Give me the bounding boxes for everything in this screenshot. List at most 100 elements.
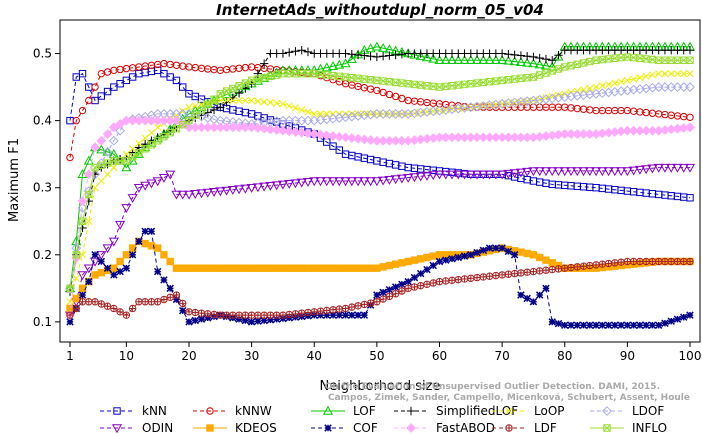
legend-item: kNN [100, 404, 167, 418]
data-point [108, 237, 119, 247]
x-tick-label: 60 [432, 349, 447, 363]
data-point [241, 79, 250, 87]
data-point [542, 256, 550, 264]
data-point [259, 182, 270, 192]
data-point [366, 52, 375, 61]
data-point [686, 56, 694, 64]
data-point [359, 177, 370, 187]
data-point [592, 56, 600, 64]
data-point [440, 170, 451, 180]
data-point [602, 406, 612, 416]
data-point [83, 264, 94, 274]
data-point [378, 52, 388, 61]
data-point [540, 60, 552, 70]
data-point [453, 170, 464, 180]
data-point [479, 246, 488, 255]
data-point [179, 299, 187, 308]
data-point [77, 196, 88, 207]
data-point [254, 112, 262, 120]
data-point [285, 102, 293, 110]
watermark-line-1: Campos, Zimek, Sander, Campello, Micenko… [328, 393, 690, 403]
data-point [302, 177, 314, 187]
data-point [529, 267, 538, 276]
data-point [216, 90, 225, 98]
data-point [91, 251, 99, 259]
data-point [535, 253, 544, 262]
data-point [103, 87, 112, 96]
data-point [103, 68, 112, 76]
data-point [435, 251, 444, 259]
data-point [479, 78, 488, 87]
data-point [617, 53, 625, 62]
data-point [440, 55, 451, 64]
data-point [529, 73, 538, 81]
data-point [304, 308, 312, 317]
data-point [371, 41, 382, 51]
data-point [548, 265, 556, 274]
data-point [592, 321, 600, 329]
data-point [298, 264, 306, 272]
data-point [321, 62, 332, 72]
data-point [210, 95, 218, 103]
data-point [147, 129, 155, 137]
data-point [166, 293, 174, 301]
data-point [346, 133, 357, 143]
data-point [661, 70, 669, 78]
data-point [448, 276, 456, 284]
data-point [222, 311, 231, 319]
data-point [541, 54, 551, 64]
data-point [97, 268, 106, 277]
data-point [522, 52, 532, 61]
data-point [591, 167, 602, 177]
data-point [229, 264, 237, 272]
data-point [271, 181, 282, 191]
data-point [77, 271, 88, 281]
data-point [329, 311, 337, 319]
data-point [91, 271, 99, 279]
data-point [396, 174, 407, 184]
data-point [523, 268, 531, 276]
data-point [673, 257, 682, 266]
data-point [553, 51, 564, 61]
data-point [360, 51, 369, 60]
data-point [385, 261, 394, 270]
data-point [72, 294, 80, 303]
data-point [584, 167, 595, 177]
data-point [235, 311, 243, 319]
data-point [260, 98, 268, 106]
data-point [410, 273, 419, 282]
data-point [103, 264, 112, 272]
data-point [96, 135, 107, 146]
data-point [247, 264, 256, 272]
data-point [435, 278, 444, 286]
data-point [465, 170, 476, 180]
data-point [141, 134, 149, 142]
data-point [246, 184, 257, 193]
legend-label: FastABOD [436, 421, 495, 434]
data-point [113, 407, 121, 415]
data-point [102, 146, 113, 156]
data-point [91, 163, 99, 172]
legend-label: COF [353, 421, 378, 434]
data-point [154, 123, 162, 131]
data-point [248, 96, 256, 105]
data-point [654, 321, 663, 329]
data-point [542, 284, 550, 293]
data-point [215, 187, 226, 197]
data-point [241, 311, 250, 319]
data-point [335, 305, 343, 313]
data-point [190, 190, 201, 199]
data-point [108, 122, 119, 133]
data-point [572, 167, 583, 177]
data-point [561, 321, 569, 329]
data-point [328, 131, 338, 141]
data-point [353, 177, 364, 187]
legend-label: LOF [353, 404, 376, 418]
data-point [241, 264, 250, 272]
y-tick-label: 0.1 [33, 315, 52, 329]
data-point [291, 47, 300, 56]
data-point [409, 49, 420, 59]
data-point [535, 53, 544, 63]
data-point [534, 167, 545, 177]
data-point [178, 306, 187, 315]
